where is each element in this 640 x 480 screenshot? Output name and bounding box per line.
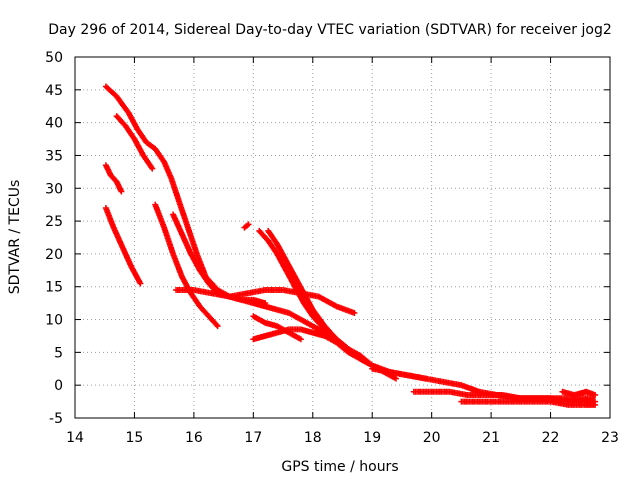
data-point: [297, 336, 304, 343]
data-series-track-o: [458, 398, 599, 408]
x-tick-label: 16: [185, 430, 203, 446]
y-tick-label: -5: [49, 411, 63, 427]
grid-lines: [75, 57, 610, 418]
data-series-track-g: [173, 287, 358, 316]
data-series-track-d: [102, 204, 144, 287]
y-tick-label: 40: [45, 116, 63, 132]
data-point: [592, 401, 599, 408]
x-tick-label: 19: [363, 430, 381, 446]
y-axis-title: SDTVAR / TECUs: [7, 180, 23, 295]
y-tick-label: 25: [45, 214, 63, 230]
x-tick-label: 14: [66, 430, 84, 446]
x-tick-label: 21: [482, 430, 500, 446]
x-tick-label: 15: [126, 430, 144, 446]
x-tick-label: 23: [601, 430, 619, 446]
x-axis-title: GPS time / hours: [281, 459, 398, 475]
y-tick-label: 10: [45, 313, 63, 329]
data-point: [137, 280, 144, 287]
data-point: [393, 375, 399, 382]
data-series-track-c: [102, 162, 125, 195]
data-series-track-p: [559, 388, 599, 399]
y-tick-label: 15: [45, 280, 63, 296]
y-tick-label: 20: [45, 247, 63, 263]
data-series-track-h: [241, 221, 252, 231]
y-tick-label: 0: [54, 378, 63, 394]
data-series-track-j: [265, 227, 364, 362]
y-tick-label: 30: [45, 181, 63, 197]
data-point: [149, 165, 156, 172]
axis-ticks: [74, 56, 611, 419]
data-point: [245, 221, 252, 228]
y-tick-label: 35: [45, 148, 63, 164]
data-point-interp: [213, 321, 220, 328]
x-tick-label: 20: [423, 430, 441, 446]
data-point: [351, 309, 358, 316]
y-tick-labels: -5 0 5 10 15 20 25 30 35 40 45 50: [45, 50, 63, 427]
x-tick-label: 17: [244, 430, 262, 446]
data-point-interp: [368, 361, 375, 368]
chart-title: Day 296 of 2014, Sidereal Day-to-day VTE…: [48, 22, 611, 38]
x-tick-labels: 14 15 16 17 18 19 20 21 22 23: [66, 430, 619, 446]
y-tick-label: 5: [54, 345, 63, 361]
data-point: [118, 188, 125, 195]
data-series-track-b: [113, 113, 156, 172]
data-series-track-l: [250, 313, 304, 343]
x-tick-label: 22: [542, 430, 560, 446]
data-points: [102, 83, 599, 408]
data-point: [592, 392, 599, 399]
plot-frame: [74, 56, 611, 419]
data-point: [214, 323, 221, 330]
data-point: [262, 300, 269, 307]
y-tick-label: 50: [45, 50, 63, 66]
y-tick-label: 45: [45, 83, 63, 99]
x-tick-label: 18: [304, 430, 322, 446]
